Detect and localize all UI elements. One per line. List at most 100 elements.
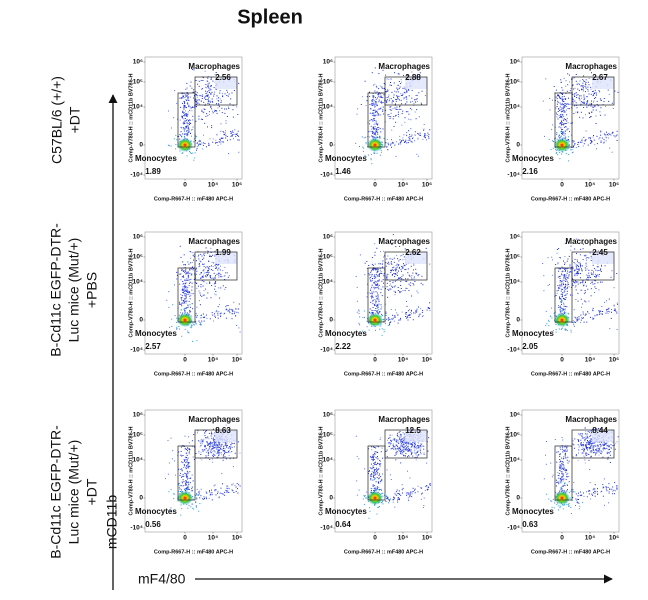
event-dot <box>358 310 360 312</box>
event-dot <box>601 313 603 315</box>
event-dot <box>562 94 563 95</box>
event-dot <box>576 272 578 274</box>
event-dot <box>222 285 224 287</box>
gate-macrophage-shade <box>592 252 614 264</box>
event-dot <box>561 478 563 480</box>
event-dot <box>187 457 189 459</box>
event-dot <box>200 100 202 102</box>
event-dot <box>590 142 592 144</box>
y-tick-label: 0 <box>139 317 143 324</box>
event-dot <box>373 282 375 284</box>
event-dot <box>208 444 210 446</box>
event-dot <box>404 448 406 450</box>
event-dot <box>560 79 562 81</box>
event-dot <box>557 307 559 309</box>
event-dot <box>230 444 232 446</box>
event-dot <box>377 283 379 285</box>
event-dot <box>405 278 407 280</box>
event-dot <box>583 452 585 454</box>
event-dot <box>562 309 564 311</box>
event-dot <box>396 444 398 446</box>
event-dot <box>208 90 210 92</box>
event-dot <box>211 125 213 127</box>
event-dot <box>558 287 560 289</box>
event-dot <box>396 274 398 276</box>
gate-macrophage-shade <box>215 430 237 442</box>
event-dot <box>404 445 406 447</box>
event-dot <box>595 91 597 93</box>
event-dot <box>409 493 411 495</box>
x-tick-label: 10⁶ <box>232 535 242 542</box>
event-dot <box>560 308 561 310</box>
event-dot <box>567 136 569 138</box>
event-dot <box>616 487 618 489</box>
event-dot <box>220 448 221 450</box>
event-dot <box>560 480 562 482</box>
event-dot <box>206 113 208 115</box>
event-dot <box>236 106 238 108</box>
event-dot <box>561 115 563 117</box>
event-dot <box>562 474 564 476</box>
event-dot <box>382 273 384 275</box>
event-dot <box>170 127 172 129</box>
event-dot <box>198 493 200 495</box>
event-dot <box>542 263 544 264</box>
event-dot <box>189 309 191 311</box>
event-dot <box>571 98 573 100</box>
row-label: B-Cd11c EGFP-DTR- <box>48 223 64 357</box>
event-dot <box>574 325 575 327</box>
event-dot <box>379 460 381 462</box>
event-dot <box>413 284 415 286</box>
event-dot <box>390 109 392 111</box>
event-dot <box>600 140 602 142</box>
event-dot <box>230 308 232 310</box>
event-dot <box>183 128 185 130</box>
event-dot <box>569 90 571 92</box>
event-dot <box>567 456 569 458</box>
event-dot <box>386 274 388 276</box>
event-dot <box>377 488 378 490</box>
event-dot <box>217 444 219 446</box>
event-dot <box>555 107 557 109</box>
event-dot <box>400 448 401 450</box>
event-dot <box>564 298 565 300</box>
panel-y-label: Comp-V780-H :: mCD11b BV786-H <box>318 427 324 516</box>
event-dot <box>592 106 594 108</box>
event-dot <box>408 443 410 445</box>
event-dot <box>364 154 366 156</box>
event-dot <box>187 305 189 307</box>
event-dot <box>373 479 375 481</box>
event-dot <box>215 142 216 144</box>
event-dot <box>176 271 178 273</box>
event-dot <box>407 142 409 144</box>
event-dot <box>366 320 368 322</box>
event-dot <box>578 98 580 99</box>
event-dot <box>421 90 423 92</box>
event-dot <box>197 83 199 85</box>
event-dot <box>588 105 590 107</box>
event-dot <box>358 458 360 460</box>
event-dot <box>405 449 407 451</box>
event-dot <box>185 472 187 474</box>
event-dot <box>387 261 389 263</box>
event-dot <box>383 113 385 115</box>
event-dot <box>371 279 373 281</box>
event-dot <box>386 276 388 278</box>
event-dot <box>382 492 384 494</box>
event-dot <box>402 266 404 268</box>
event-dot <box>370 119 372 121</box>
event-dot <box>418 454 420 456</box>
flow-plot: Macrophages2.56Monocytes1.8910⁶10⁵10⁴0-1… <box>128 56 243 202</box>
event-dot <box>391 243 393 245</box>
event-dot <box>186 480 187 482</box>
event-dot <box>191 324 193 326</box>
event-dot <box>193 254 195 256</box>
event-dot <box>176 274 178 276</box>
event-dot <box>208 438 210 440</box>
event-dot <box>401 453 403 455</box>
event-dot <box>227 305 229 307</box>
density-core <box>177 138 193 152</box>
event-dot <box>187 462 189 464</box>
event-dot <box>412 283 414 285</box>
event-dot <box>194 105 195 107</box>
